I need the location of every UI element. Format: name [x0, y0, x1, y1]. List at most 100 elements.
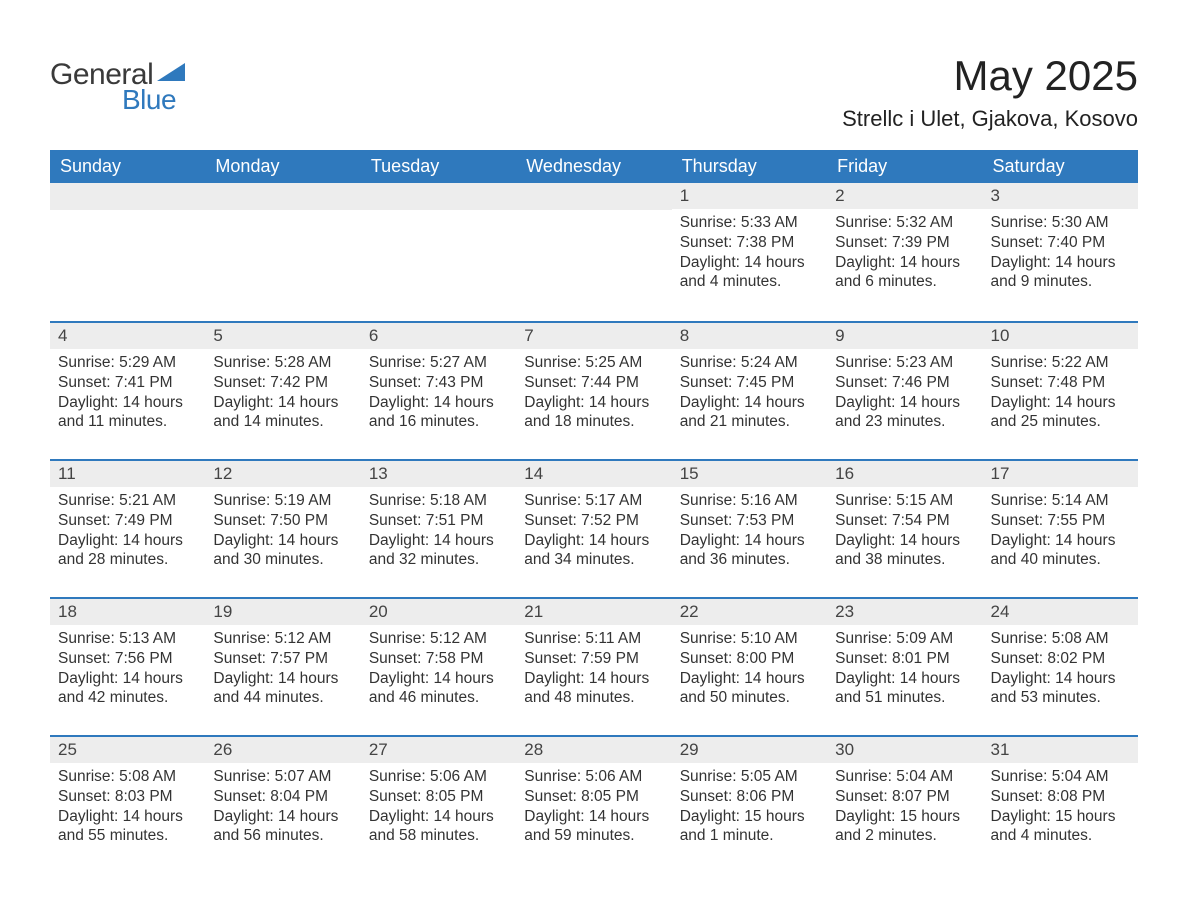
daynum: 18 [50, 597, 205, 625]
daylight-text: Daylight: 14 hours and 6 minutes. [835, 253, 974, 293]
sunrise-text: Sunrise: 5:23 AM [835, 353, 974, 373]
sunrise-text: Sunrise: 5:04 AM [835, 767, 974, 787]
daynum-empty [361, 183, 516, 210]
calendar-cell: 26Sunrise: 5:07 AMSunset: 8:04 PMDayligh… [205, 735, 360, 873]
calendar-cell: 19Sunrise: 5:12 AMSunset: 7:57 PMDayligh… [205, 597, 360, 735]
calendar-cell: 10Sunrise: 5:22 AMSunset: 7:48 PMDayligh… [983, 321, 1138, 459]
day-body: Sunrise: 5:07 AMSunset: 8:04 PMDaylight:… [205, 763, 360, 852]
sunset-text: Sunset: 7:39 PM [835, 233, 974, 253]
sunrise-text: Sunrise: 5:18 AM [369, 491, 508, 511]
calendar-week: 1Sunrise: 5:33 AMSunset: 7:38 PMDaylight… [50, 183, 1138, 321]
daynum: 25 [50, 735, 205, 763]
daynum: 2 [827, 183, 982, 209]
calendar-table: SundayMondayTuesdayWednesdayThursdayFrid… [50, 150, 1138, 873]
calendar-cell: 17Sunrise: 5:14 AMSunset: 7:55 PMDayligh… [983, 459, 1138, 597]
calendar-body: 1Sunrise: 5:33 AMSunset: 7:38 PMDaylight… [50, 183, 1138, 873]
sunrise-text: Sunrise: 5:15 AM [835, 491, 974, 511]
sunrise-text: Sunrise: 5:05 AM [680, 767, 819, 787]
calendar-cell: 4Sunrise: 5:29 AMSunset: 7:41 PMDaylight… [50, 321, 205, 459]
sunrise-text: Sunrise: 5:25 AM [524, 353, 663, 373]
day-body: Sunrise: 5:12 AMSunset: 7:58 PMDaylight:… [361, 625, 516, 714]
daynum-empty [50, 183, 205, 210]
daylight-text: Daylight: 14 hours and 32 minutes. [369, 531, 508, 571]
calendar-cell: 7Sunrise: 5:25 AMSunset: 7:44 PMDaylight… [516, 321, 671, 459]
sunset-text: Sunset: 8:07 PM [835, 787, 974, 807]
logo: General Blue [50, 58, 185, 116]
sunset-text: Sunset: 8:08 PM [991, 787, 1130, 807]
sunset-text: Sunset: 7:44 PM [524, 373, 663, 393]
daylight-text: Daylight: 14 hours and 50 minutes. [680, 669, 819, 709]
sunrise-text: Sunrise: 5:12 AM [369, 629, 508, 649]
day-body: Sunrise: 5:30 AMSunset: 7:40 PMDaylight:… [983, 209, 1138, 298]
sunset-text: Sunset: 7:42 PM [213, 373, 352, 393]
daylight-text: Daylight: 14 hours and 34 minutes. [524, 531, 663, 571]
sunset-text: Sunset: 7:57 PM [213, 649, 352, 669]
daylight-text: Daylight: 15 hours and 2 minutes. [835, 807, 974, 847]
calendar-cell: 6 Sunrise: 5:27 AMSunset: 7:43 PMDaylight… [361, 321, 516, 459]
daynum: 24 [983, 597, 1138, 625]
calendar-cell: 27Sunrise: 5:06 AMSunset: 8:05 PMDayligh… [361, 735, 516, 873]
daynum: 22 [672, 597, 827, 625]
calendar-cell [205, 183, 360, 321]
calendar-cell: 1Sunrise: 5:33 AMSunset: 7:38 PMDaylight… [672, 183, 827, 321]
dow-header: Friday [827, 150, 982, 183]
daynum: 8 [672, 321, 827, 349]
sunset-text: Sunset: 7:58 PM [369, 649, 508, 669]
sunset-text: Sunset: 7:40 PM [991, 233, 1130, 253]
sunset-text: Sunset: 7:48 PM [991, 373, 1130, 393]
daynum: 15 [672, 459, 827, 487]
sunrise-text: Sunrise: 5:32 AM [835, 213, 974, 233]
sunset-text: Sunset: 7:43 PM [369, 373, 508, 393]
daylight-text: Daylight: 14 hours and 30 minutes. [213, 531, 352, 571]
sunrise-text: Sunrise: 5:09 AM [835, 629, 974, 649]
sunrise-text: Sunrise: 5:08 AM [58, 767, 197, 787]
calendar-cell: 18Sunrise: 5:13 AMSunset: 7:56 PMDayligh… [50, 597, 205, 735]
calendar-cell: 28Sunrise: 5:06 AMSunset: 8:05 PMDayligh… [516, 735, 671, 873]
day-body: Sunrise: 5:06 AMSunset: 8:05 PMDaylight:… [516, 763, 671, 852]
calendar-cell: 11Sunrise: 5:21 AMSunset: 7:49 PMDayligh… [50, 459, 205, 597]
daynum-empty [516, 183, 671, 210]
day-body: Sunrise: 5:32 AMSunset: 7:39 PMDaylight:… [827, 209, 982, 298]
daylight-text: Daylight: 14 hours and 42 minutes. [58, 669, 197, 709]
sunset-text: Sunset: 8:00 PM [680, 649, 819, 669]
sunset-text: Sunset: 7:56 PM [58, 649, 197, 669]
daynum: 31 [983, 735, 1138, 763]
day-body: Sunrise: 5:12 AMSunset: 7:57 PMDaylight:… [205, 625, 360, 714]
daynum: 11 [50, 459, 205, 487]
daynum: 14 [516, 459, 671, 487]
day-body: Sunrise: 5:16 AMSunset: 7:53 PMDaylight:… [672, 487, 827, 576]
calendar-cell [361, 183, 516, 321]
daynum: 10 [983, 321, 1138, 349]
sunrise-text: Sunrise: 5:33 AM [680, 213, 819, 233]
sunrise-text: Sunrise: 5:19 AM [213, 491, 352, 511]
day-body: Sunrise: 5:33 AMSunset: 7:38 PMDaylight:… [672, 209, 827, 298]
daylight-text: Daylight: 14 hours and 11 minutes. [58, 393, 197, 433]
calendar-header: SundayMondayTuesdayWednesdayThursdayFrid… [50, 150, 1138, 183]
calendar-cell: 20Sunrise: 5:12 AMSunset: 7:58 PMDayligh… [361, 597, 516, 735]
daynum: 6 [361, 321, 516, 349]
daynum: 13 [361, 459, 516, 487]
day-body: Sunrise: 5:08 AMSunset: 8:02 PMDaylight:… [983, 625, 1138, 714]
daynum: 29 [672, 735, 827, 763]
sunrise-text: Sunrise: 5:07 AM [213, 767, 352, 787]
sunset-text: Sunset: 7:53 PM [680, 511, 819, 531]
sunset-text: Sunset: 7:55 PM [991, 511, 1130, 531]
daynum: 5 [205, 321, 360, 349]
day-body: Sunrise: 5:14 AMSunset: 7:55 PMDaylight:… [983, 487, 1138, 576]
sunrise-text: Sunrise: 5:27 AM [369, 353, 508, 373]
calendar-cell: 13Sunrise: 5:18 AMSunset: 7:51 PMDayligh… [361, 459, 516, 597]
sunset-text: Sunset: 7:49 PM [58, 511, 197, 531]
calendar-cell: 16Sunrise: 5:15 AMSunset: 7:54 PMDayligh… [827, 459, 982, 597]
sunset-text: Sunset: 8:02 PM [991, 649, 1130, 669]
logo-text-blue: Blue [122, 84, 185, 116]
calendar-cell: 30Sunrise: 5:04 AMSunset: 8:07 PMDayligh… [827, 735, 982, 873]
daynum: 20 [361, 597, 516, 625]
sunrise-text: Sunrise: 5:14 AM [991, 491, 1130, 511]
daylight-text: Daylight: 14 hours and 16 minutes. [369, 393, 508, 433]
location-label: Strellc i Ulet, Gjakova, Kosovo [842, 106, 1138, 132]
sunrise-text: Sunrise: 5:22 AM [991, 353, 1130, 373]
logo-triangle-icon [157, 61, 185, 86]
daynum: 9 [827, 321, 982, 349]
sunrise-text: Sunrise: 5:11 AM [524, 629, 663, 649]
calendar-cell: 31Sunrise: 5:04 AMSunset: 8:08 PMDayligh… [983, 735, 1138, 873]
